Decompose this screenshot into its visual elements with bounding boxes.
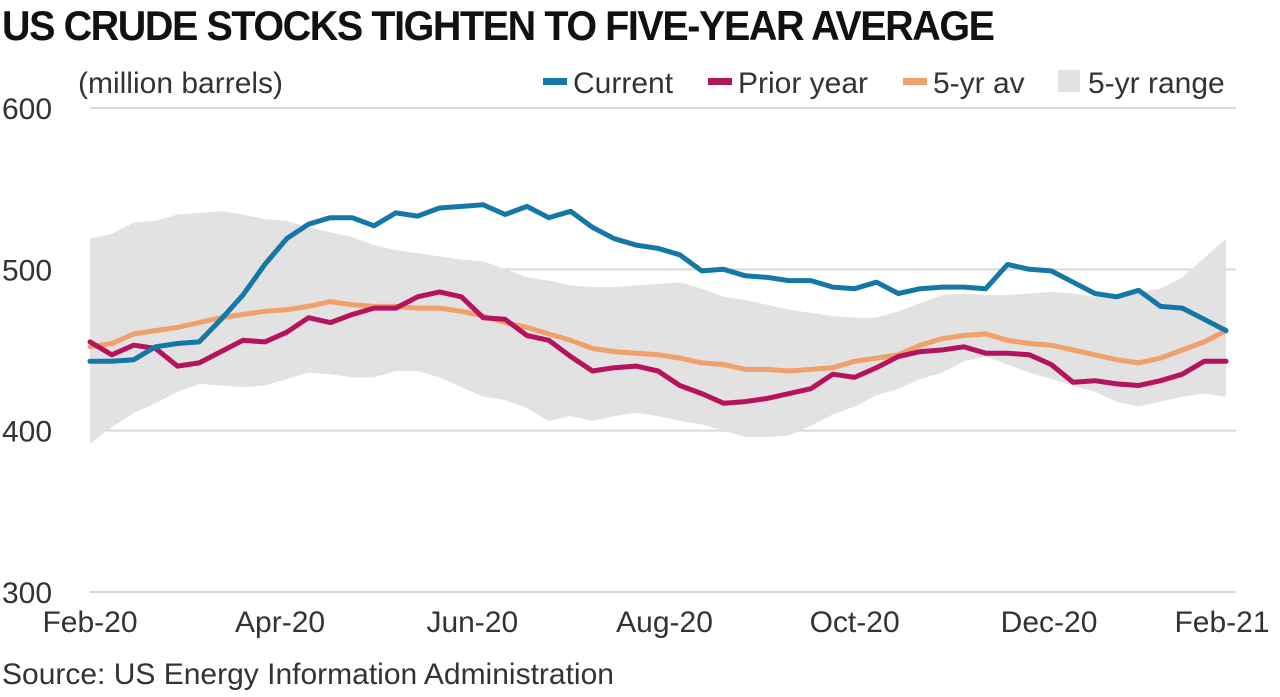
x-tick-label: Oct-20: [810, 606, 900, 639]
y-tick-label: 400: [2, 416, 52, 449]
y-tick-label: 500: [2, 254, 52, 287]
legend: Current Prior year 5-yr av 5-yr range: [543, 67, 1225, 100]
legend-label: Current: [573, 67, 674, 100]
y-axis-label: (million barrels): [78, 67, 283, 100]
x-tick-label: Feb-21: [1174, 606, 1269, 639]
y-axis-ticks: 300 400 500 600: [2, 93, 52, 610]
x-tick-label: Apr-20: [235, 606, 325, 639]
y-tick-label: 600: [2, 93, 52, 126]
y-tick-label: 300: [2, 577, 52, 610]
x-tick-label: Jun-20: [426, 606, 518, 639]
five-year-average-line: [87, 299, 1229, 374]
chart-title: US CRUDE STOCKS TIGHTEN TO FIVE-YEAR AVE…: [2, 2, 995, 49]
legend-item-avg: 5-yr av: [903, 67, 1025, 100]
legend-label: Prior year: [738, 67, 868, 100]
source-note: Source: US Energy Information Administra…: [2, 658, 614, 691]
legend-swatch: [1058, 70, 1080, 92]
legend-label: 5-yr av: [933, 67, 1025, 100]
legend-swatch: [708, 78, 732, 85]
legend-swatch: [543, 78, 567, 85]
x-tick-label: Feb-20: [42, 606, 137, 639]
legend-label: 5-yr range: [1088, 67, 1225, 100]
x-tick-label: Dec-20: [1001, 606, 1098, 639]
five-year-range-area: [90, 211, 1226, 444]
x-axis-ticks: Feb-20 Apr-20 Jun-20 Aug-20 Oct-20 Dec-20 Feb-…: [42, 606, 1269, 639]
legend-swatch: [903, 78, 927, 85]
legend-item-current: Current: [543, 67, 674, 100]
legend-item-prior-year: Prior year: [708, 67, 868, 100]
x-tick-label: Aug-20: [616, 606, 713, 639]
current-line: [87, 202, 1229, 364]
legend-item-range: 5-yr range: [1058, 67, 1225, 100]
prior-year-line: [87, 289, 1229, 406]
